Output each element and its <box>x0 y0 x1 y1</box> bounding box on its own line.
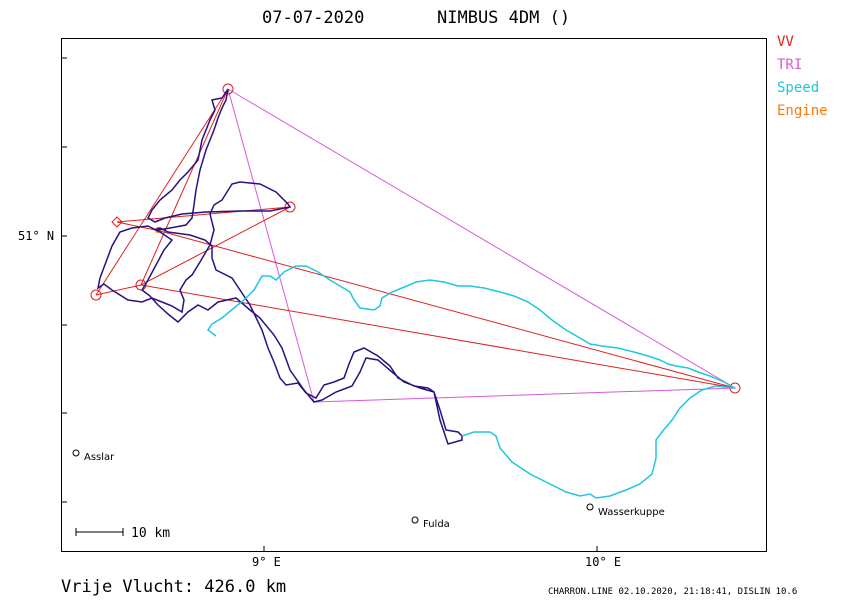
glider-type: NIMBUS 4DM () <box>437 8 571 28</box>
place-label-wasserkuppe: Wasserkuppe <box>598 507 665 518</box>
place-label-asslar: Asslar <box>84 452 115 463</box>
flight-distance: Vrije Vlucht: 426.0 km <box>61 577 287 597</box>
axis-ticks <box>61 57 598 552</box>
place-markers <box>72 449 594 524</box>
scale-bar <box>75 528 124 536</box>
flight-track-speed <box>206 265 736 499</box>
map-frame <box>61 38 767 552</box>
latitude-label: 51° N <box>18 229 55 243</box>
legend-vv: VV <box>777 34 794 50</box>
footer-credit: CHARRON.LINE 02.10.2020, 21:18:41, DISLI… <box>548 587 798 597</box>
scale-label: 10 km <box>131 526 171 541</box>
legend-tri: TRI <box>777 57 803 73</box>
flight-track <box>96 88 463 445</box>
vv-route <box>95 88 736 389</box>
legend-engine: Engine <box>777 103 828 119</box>
place-label-fulda: Fulda <box>423 519 450 530</box>
longitude-label-9e: 9° E <box>252 555 281 569</box>
tri-route <box>227 88 737 403</box>
legend-speed: Speed <box>777 80 820 96</box>
flight-date: 07-07-2020 <box>262 8 365 28</box>
longitude-label-10e: 10° E <box>585 555 622 569</box>
